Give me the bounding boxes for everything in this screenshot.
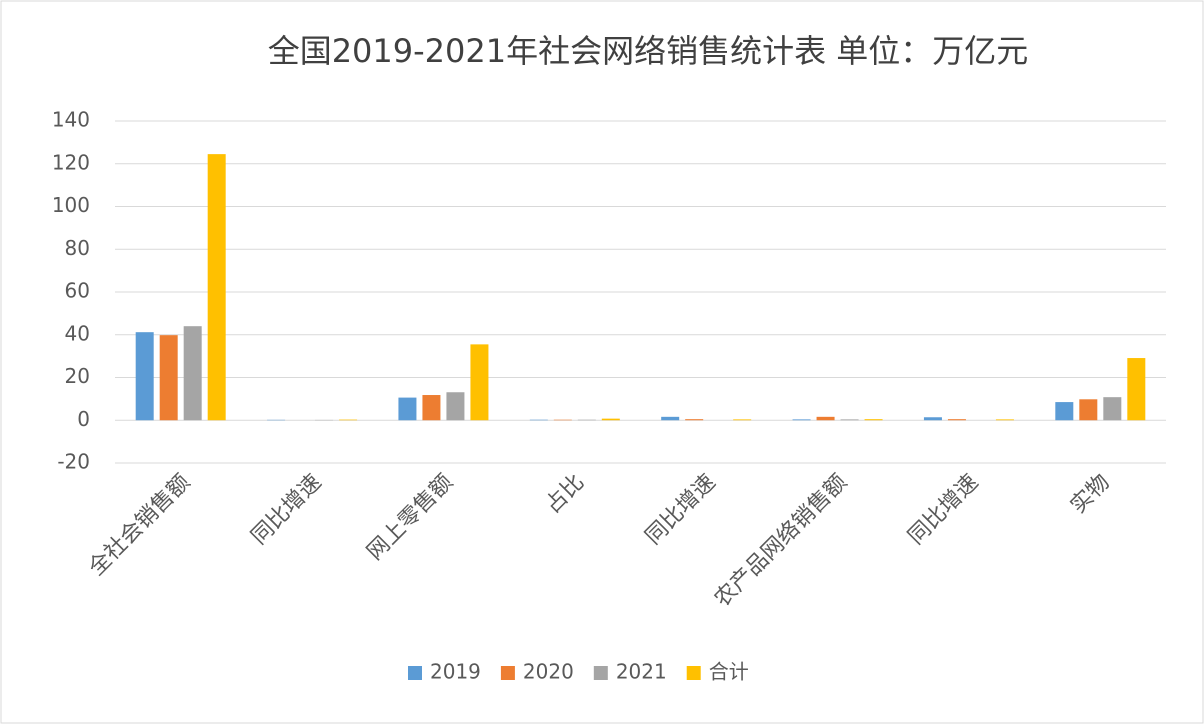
bar	[529, 419, 548, 421]
y-tick-label: 0	[77, 407, 90, 431]
bar	[1055, 402, 1074, 421]
bar	[577, 419, 596, 421]
bar	[733, 419, 752, 421]
bar	[661, 416, 680, 421]
legend-swatch	[408, 666, 422, 680]
bar	[923, 417, 942, 421]
legend-swatch	[500, 666, 515, 680]
bar	[864, 419, 883, 421]
y-tick-label: 80	[65, 236, 90, 260]
bar	[339, 419, 358, 421]
bar	[446, 392, 465, 421]
legend-label: 2019	[430, 660, 481, 684]
bar	[207, 154, 226, 421]
bar	[135, 332, 154, 421]
bar	[947, 419, 966, 421]
legend-label: 2020	[523, 660, 574, 684]
bar	[159, 335, 178, 421]
bar	[601, 418, 620, 421]
y-tick-label: 140	[52, 108, 90, 132]
legend-label: 合计	[709, 660, 749, 684]
bar	[816, 416, 835, 421]
y-tick-label: -20	[57, 450, 90, 474]
bar	[398, 397, 417, 421]
legend: 2019 2020 2021 合计	[408, 660, 749, 684]
y-tick-label: 100	[52, 193, 90, 217]
bar	[995, 419, 1014, 421]
legend-label: 2021	[616, 660, 667, 684]
bar	[470, 344, 489, 421]
y-tick-label: 60	[65, 279, 90, 303]
bar	[553, 419, 572, 421]
legend-swatch	[686, 666, 701, 680]
bar	[183, 326, 202, 421]
y-tick-label: 120	[52, 150, 90, 174]
chart-title: 全国2019-2021年社会网络销售统计表 单位：万亿元	[268, 32, 1029, 70]
y-tick-label: 40	[65, 321, 90, 345]
bar	[422, 395, 441, 421]
legend-swatch	[593, 666, 608, 680]
y-tick-label: 20	[65, 364, 90, 388]
bar	[1103, 397, 1122, 421]
bar	[1079, 399, 1098, 421]
bar	[685, 419, 704, 421]
bar	[840, 419, 859, 421]
bar	[1127, 358, 1146, 421]
bar	[792, 419, 811, 421]
